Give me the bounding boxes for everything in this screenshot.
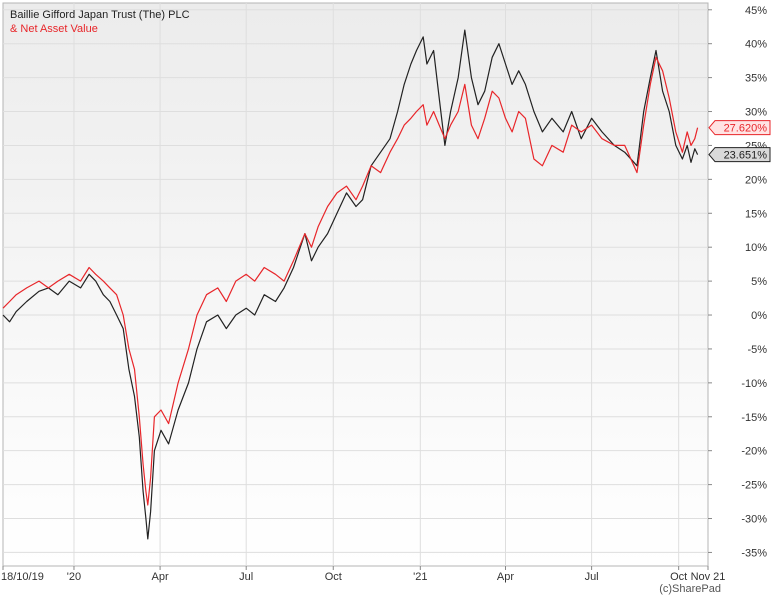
last-value-badge-shape [708,120,771,136]
x-tick-label: '20 [67,571,81,583]
legend: Baillie Gifford Japan Trust (The) PLC & … [10,8,190,36]
series-line-2 [2,56,699,506]
last-value-badge-2: 27.620% [708,120,771,136]
y-tick-label: 10% [745,242,767,254]
x-tick-label: '21 [413,571,427,583]
y-tick-label: -30% [741,514,767,526]
y-tick-label: -20% [741,446,767,458]
y-tick-label: -5% [747,344,767,356]
x-tick-label: Oct [325,571,342,583]
last-value-labels: 23.651% 27.620% [708,120,771,163]
y-tick-label: 45% [745,5,767,17]
y-tick-label: 5% [751,276,767,288]
y-tick-label: -10% [741,378,767,390]
y-tick-label: 0% [751,310,767,322]
x-tick-label: Jul [585,571,599,583]
y-tick-label: -35% [741,547,767,559]
series-lines [2,29,699,540]
y-tick-label: 40% [745,39,767,51]
copyright-label: (c)SharePad [659,583,721,595]
x-tick-label: 18/10/19 [1,571,44,583]
y-axis: 45%40%35%30%25%20%15%10%5%0%-5%-10%-15%-… [708,5,767,559]
series-line-1 [2,29,699,540]
y-tick-label: 15% [745,208,767,220]
y-tick-label: 20% [745,174,767,186]
x-tick-label: Oct [670,571,687,583]
x-tick-label: Apr [497,571,514,583]
y-tick-label: 30% [745,107,767,119]
last-value-badge-shape [708,147,771,163]
legend-series-1: Baillie Gifford Japan Trust (The) PLC [10,9,190,21]
x-axis: 18/10/19 '20 Apr Jul Oct '21 Apr Jul Oct Nov 21 [1,566,725,583]
legend-series-2: & Net Asset Value [10,23,98,35]
plot-background [2,2,709,567]
y-tick-label: -25% [741,480,767,492]
x-tick-label: Jul [239,571,253,583]
last-value-label: 27.620% [724,123,768,135]
x-tick-label: Nov 21 [691,571,726,583]
x-tick-label: Apr [152,571,169,583]
last-value-label: 23.651% [724,150,768,162]
y-tick-label: 35% [745,73,767,85]
y-tick-label: -15% [741,412,767,424]
last-value-badge-1: 23.651% [708,147,771,163]
